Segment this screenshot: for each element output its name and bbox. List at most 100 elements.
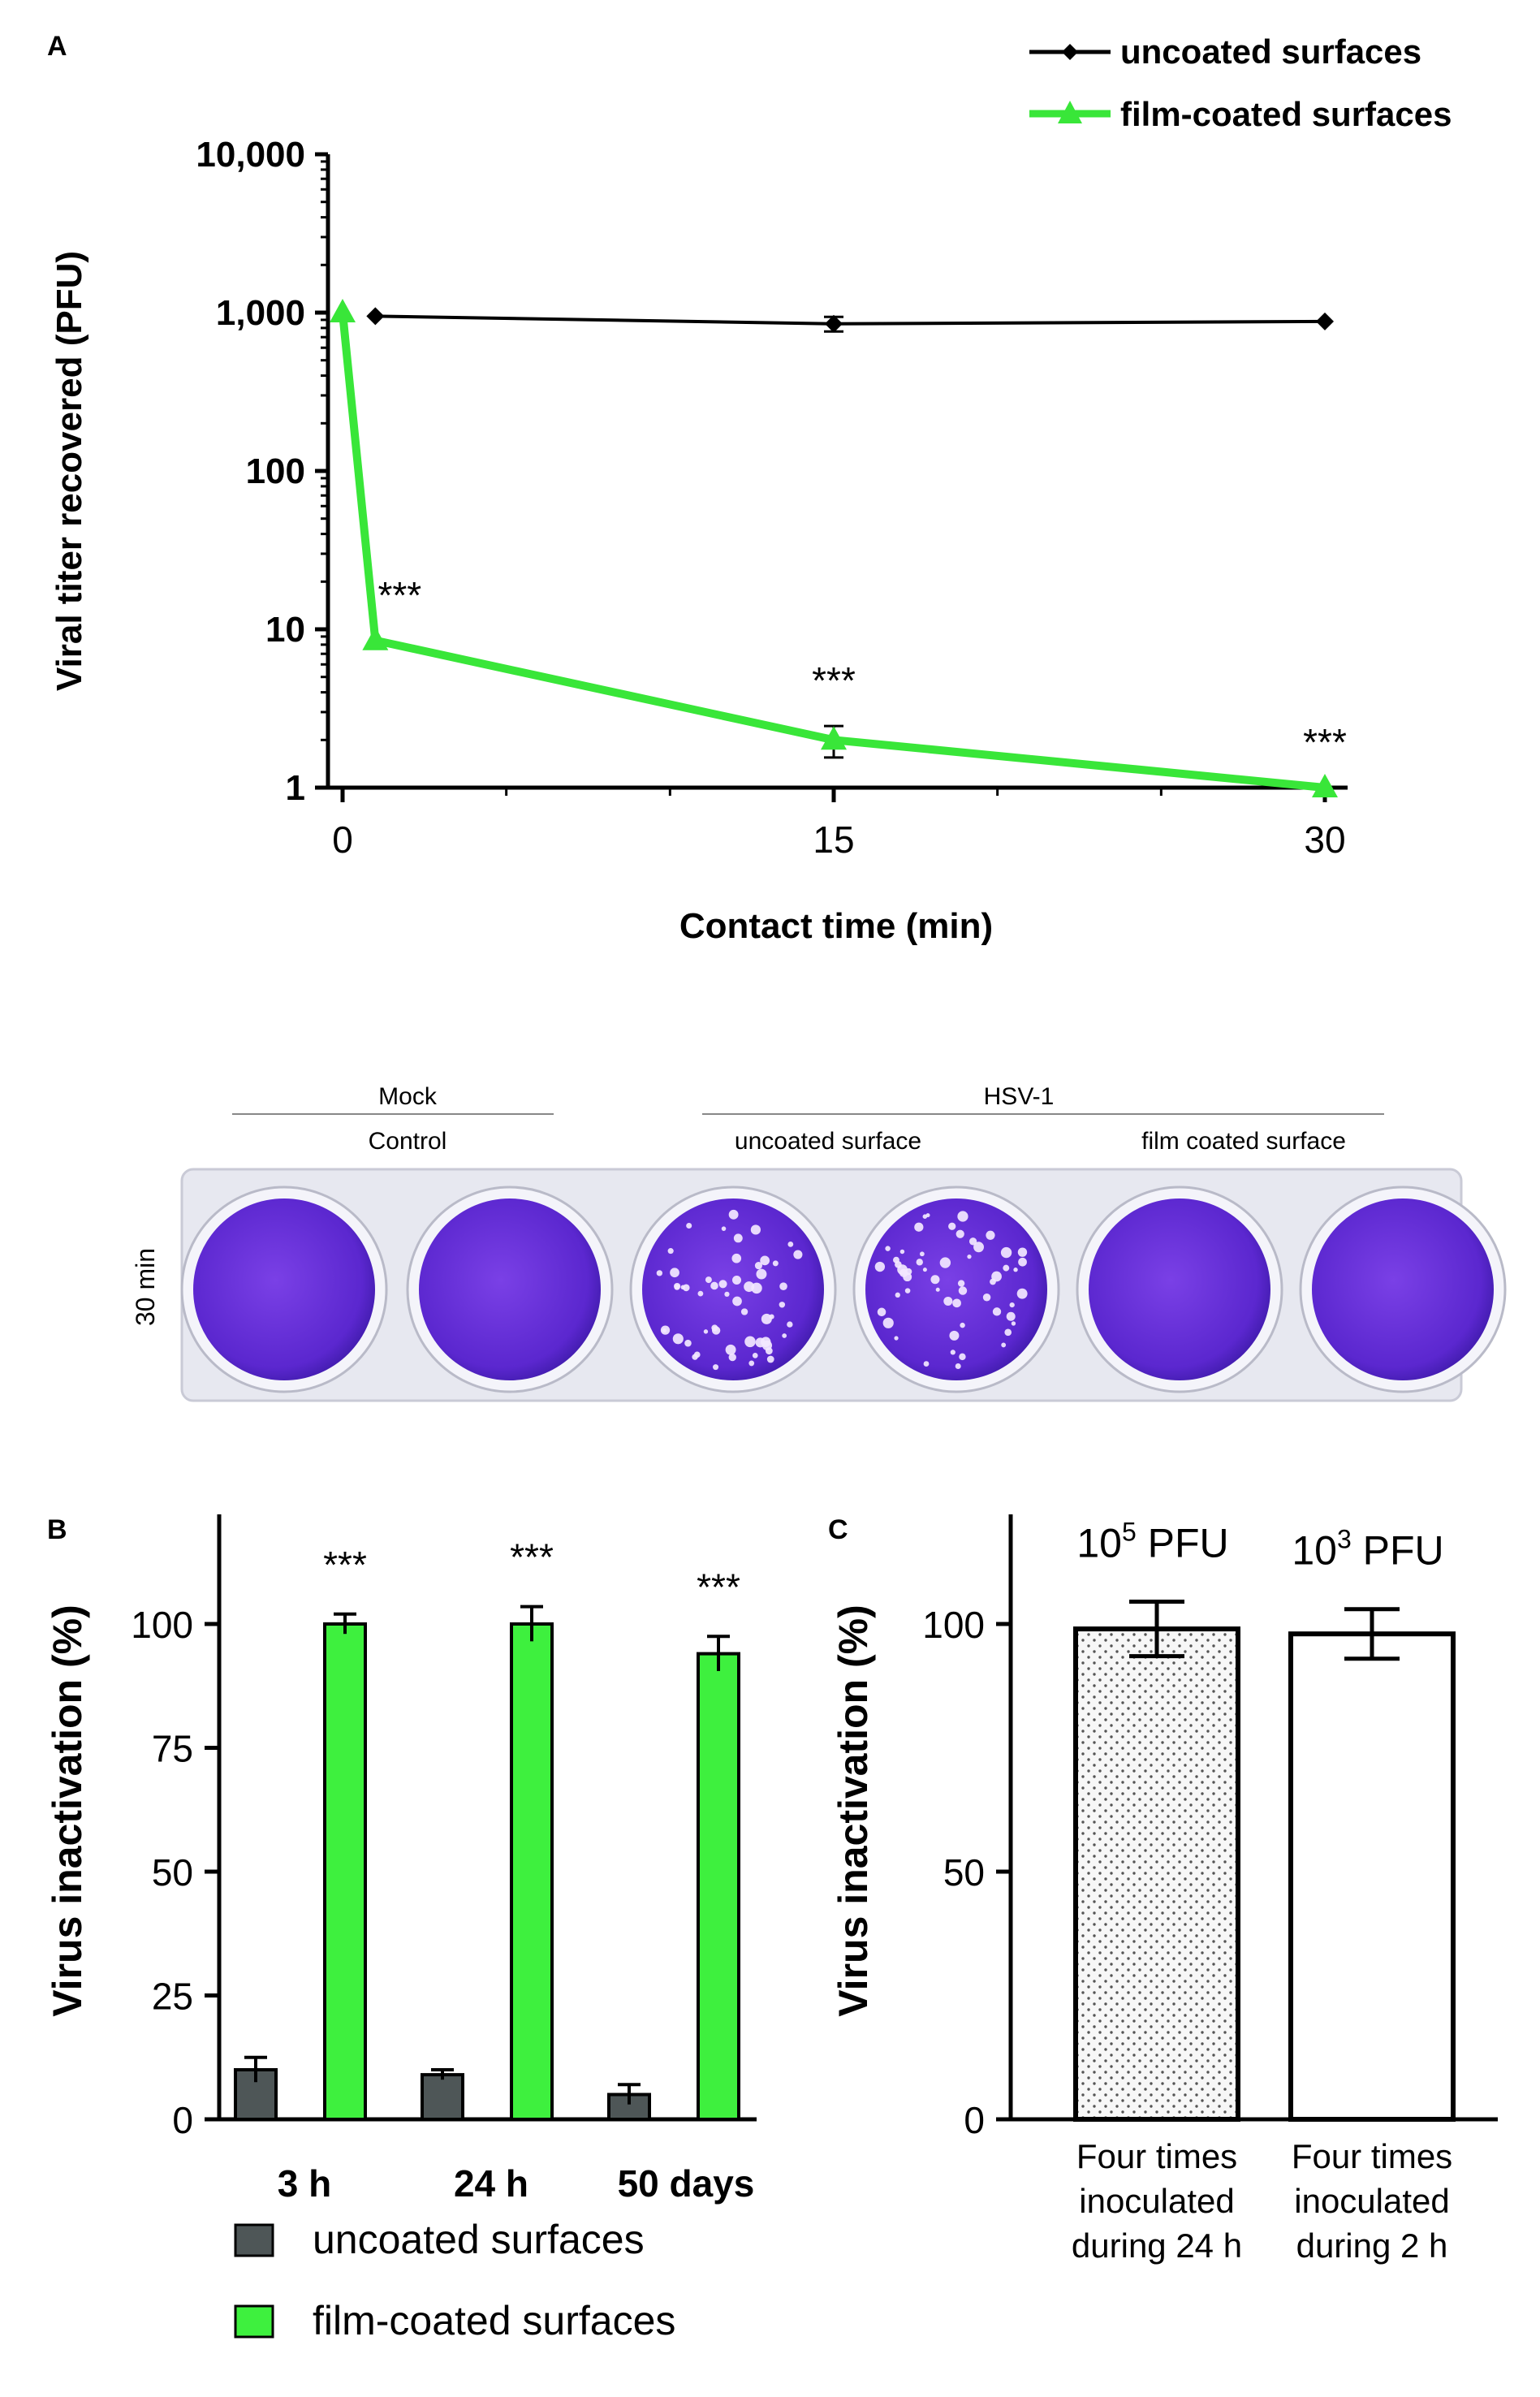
plaque	[724, 1291, 730, 1297]
plaque	[916, 1259, 923, 1266]
plaque	[692, 1354, 698, 1360]
legend-uncoated-label: uncoated surfaces	[1120, 32, 1421, 71]
diamond-marker	[1316, 312, 1334, 330]
x-tick-label: 15	[813, 818, 854, 861]
significance-stars: ***	[323, 1544, 367, 1586]
group-hsv-label: HSV-1	[984, 1083, 1055, 1110]
film-coated-bar	[697, 1652, 740, 2121]
group-mock-label: Mock	[378, 1083, 438, 1110]
triangle-marker	[821, 726, 847, 750]
plaque	[731, 1275, 742, 1285]
plaque	[948, 1222, 956, 1230]
x-tick-label: 50 days	[618, 2162, 755, 2205]
plaque	[955, 1363, 961, 1370]
y-tick-label: 50	[943, 1851, 985, 1894]
plaque	[728, 1209, 739, 1220]
uncoated-surface-label: uncoated surface	[735, 1128, 921, 1155]
panel-a-legend: uncoated surfaces film-coated surfaces	[1029, 32, 1452, 133]
plaque	[684, 1339, 692, 1347]
plaque	[1017, 1247, 1028, 1257]
plaque	[703, 1329, 709, 1334]
plaque	[748, 1360, 755, 1367]
x-axis-label: Contact time (min)	[679, 906, 993, 946]
y-axis-label: Viral titer recovered (PFU)	[50, 251, 89, 691]
plaque	[894, 1336, 899, 1341]
plaque	[787, 1321, 793, 1328]
legend-uncoated-label: uncoated surfaces	[313, 2217, 645, 2262]
y-tick-label: 100	[131, 1604, 193, 1646]
well	[865, 1198, 1047, 1380]
plaque	[1001, 1342, 1007, 1348]
x-tick-label: inoculated	[1294, 2182, 1449, 2220]
plaque	[718, 1280, 727, 1289]
diamond-marker	[825, 314, 843, 333]
plaque	[904, 1288, 911, 1294]
legend-film-swatch	[234, 2304, 274, 2339]
x-tick-label: 30	[1304, 818, 1345, 861]
well	[193, 1198, 375, 1380]
plaque	[882, 1317, 894, 1328]
y-tick-label: 1	[286, 768, 305, 808]
well	[1089, 1198, 1270, 1380]
plaque	[713, 1364, 719, 1371]
plaque	[779, 1302, 786, 1308]
film-coated-bar	[323, 1622, 367, 2121]
plaque	[939, 1257, 951, 1268]
plaque	[769, 1314, 774, 1319]
well	[642, 1198, 824, 1380]
plaque	[670, 1268, 679, 1278]
row-label: 30 min	[131, 1248, 160, 1326]
plaque	[955, 1229, 964, 1238]
y-tick-label: 50	[152, 1851, 193, 1894]
plaque	[1013, 1268, 1018, 1272]
uncoated-series-line	[375, 314, 1326, 326]
plaque	[711, 1326, 721, 1335]
plaque	[656, 1270, 663, 1276]
plaque	[728, 1353, 736, 1362]
plaque	[992, 1307, 1002, 1316]
plaque	[752, 1352, 758, 1358]
plaque	[1016, 1288, 1028, 1299]
well	[1312, 1198, 1494, 1380]
plaque	[967, 1254, 972, 1259]
plaque	[772, 1260, 779, 1267]
plaque	[725, 1344, 736, 1355]
panel-b-label: B	[47, 1514, 67, 1545]
plaque	[740, 1308, 748, 1315]
bar-label: 103 PFU	[1292, 1525, 1443, 1574]
legend-uncoated-swatch	[234, 2223, 274, 2257]
panel-c-label: C	[828, 1514, 848, 1545]
plaque	[705, 1276, 712, 1284]
plaque	[1000, 1246, 1012, 1259]
y-tick-label: 0	[172, 2099, 193, 2141]
plaque	[923, 1361, 930, 1367]
significance-stars: ***	[812, 659, 856, 702]
plaque	[1004, 1328, 1012, 1337]
y-tick-label: 0	[964, 2099, 985, 2141]
plaque	[877, 1307, 886, 1317]
plaque	[760, 1255, 770, 1266]
plaque	[968, 1237, 977, 1246]
significance-stars: ***	[377, 574, 421, 616]
plaque	[756, 1268, 767, 1280]
uncoated-bar	[421, 2073, 464, 2122]
plaque	[672, 1333, 684, 1345]
plaque	[744, 1336, 756, 1348]
significance-stars: ***	[510, 1536, 554, 1579]
legend-diamond-marker	[1062, 44, 1078, 60]
plaque	[958, 1286, 968, 1295]
plaque	[754, 1262, 762, 1270]
plaque	[919, 1251, 925, 1257]
plaque	[957, 1211, 968, 1222]
well	[419, 1198, 601, 1380]
plaque	[787, 1241, 794, 1247]
plaque	[895, 1292, 900, 1298]
plaque	[874, 1261, 886, 1272]
plaque	[959, 1353, 966, 1361]
plaque	[667, 1248, 674, 1255]
plaque	[950, 1350, 955, 1355]
plaque	[957, 1280, 965, 1287]
y-tick-label: 75	[152, 1728, 193, 1770]
plaque	[986, 1230, 995, 1240]
